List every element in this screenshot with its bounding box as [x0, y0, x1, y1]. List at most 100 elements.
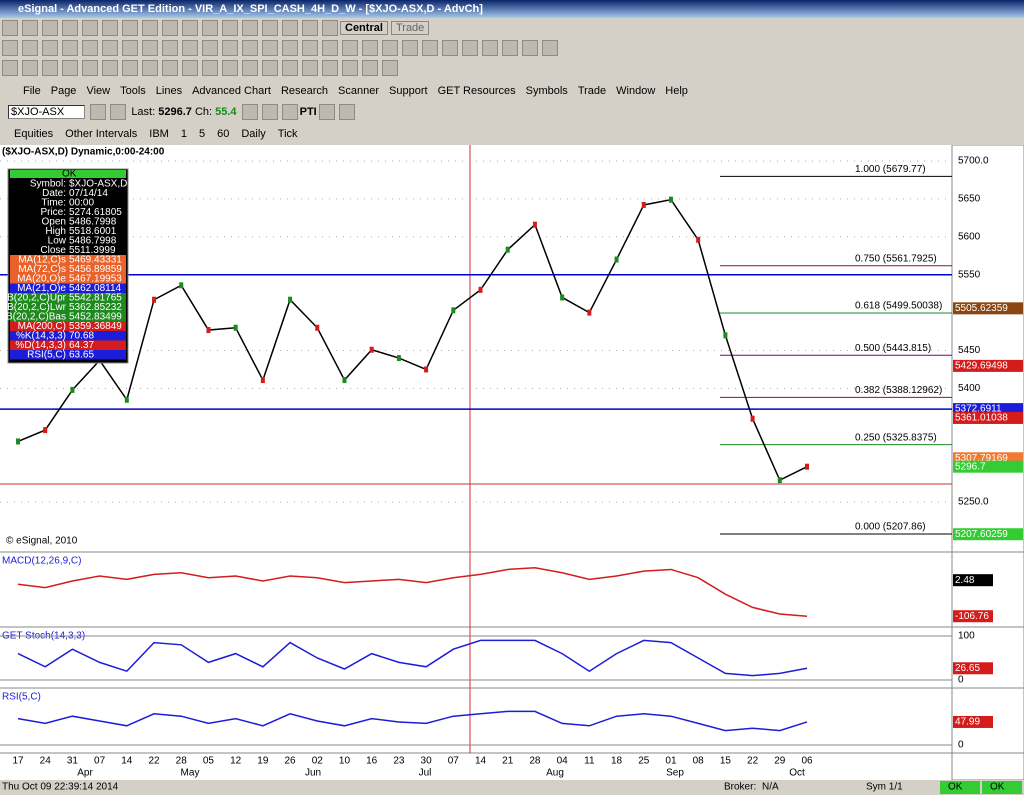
row-value: 5542.81765 — [69, 293, 122, 304]
trade-button[interactable]: Trade — [390, 20, 430, 35]
central-button[interactable]: Central — [340, 20, 388, 35]
menu-item[interactable]: GET Resources — [437, 85, 516, 97]
price-bar — [16, 438, 20, 445]
value-box — [953, 574, 993, 587]
pane-title: MACD(12,26,9,C) — [2, 556, 81, 567]
row-label: MA(12,C)s — [18, 255, 66, 266]
menu-item[interactable]: Tools — [120, 85, 146, 97]
status-bar — [0, 780, 1024, 795]
y-tick-label: 5600 — [958, 231, 981, 242]
price-bar — [288, 296, 293, 303]
row-label: BB(20,2,C)Lwr — [0, 302, 66, 313]
row-bg — [10, 302, 126, 312]
row-value: 63.65 — [69, 350, 94, 361]
price-marker-label: 5361.01038 — [955, 413, 1008, 424]
x-tick-label: 07 — [448, 756, 460, 767]
row-label: MA(72,C)s — [18, 264, 66, 275]
row-value: $XJO-ASX,D — [69, 179, 127, 190]
fib-label: 0.000 (5207.86) — [855, 522, 926, 533]
menu-item[interactable]: Symbols — [525, 85, 568, 97]
price-bar — [505, 246, 510, 253]
pane-title: RSI(5,C) — [2, 692, 41, 703]
toolbar-item[interactable]: 1 — [180, 128, 187, 140]
price-bar — [668, 196, 673, 203]
menu-item[interactable]: Research — [280, 85, 329, 97]
toolbar-item[interactable]: Other Intervals — [65, 128, 138, 140]
menu-item[interactable]: Lines — [155, 85, 183, 97]
menu-item[interactable]: Trade — [577, 85, 607, 97]
x-tick-label: 29 — [774, 756, 786, 767]
price-marker-label: 5307.79169 — [955, 453, 1008, 464]
menu-item[interactable]: Advanced Chart — [192, 85, 271, 97]
row-bg — [10, 274, 126, 284]
toolbar-item[interactable]: 60 — [217, 128, 230, 140]
price-bar — [750, 415, 755, 422]
last-value: 5296.7 — [158, 106, 192, 118]
toolbar-item[interactable]: Equities — [14, 128, 54, 140]
row-label: %D(14,3,3) — [15, 340, 66, 351]
x-tick-label: 16 — [366, 756, 378, 767]
menu-item[interactable]: File — [23, 85, 41, 97]
row-label: Low — [48, 236, 67, 247]
menu-item[interactable]: Help — [665, 85, 688, 97]
x-tick-label: 14 — [475, 756, 487, 767]
menu-item[interactable]: Scanner — [338, 85, 380, 97]
price-bar — [614, 256, 619, 263]
menu-item[interactable]: Window — [616, 85, 656, 97]
x-tick-label: 08 — [693, 756, 705, 767]
price-marker — [953, 460, 1023, 473]
toolbar-item[interactable]: IBM — [149, 128, 169, 140]
month-label: Aug — [546, 768, 564, 779]
row-label: Price: — [40, 207, 66, 218]
x-tick-label: 19 — [257, 756, 269, 767]
menu-item[interactable]: View — [86, 85, 111, 97]
x-tick-label: 25 — [638, 756, 650, 767]
x-tick-label: 30 — [421, 756, 433, 767]
row-bg — [10, 255, 126, 265]
toolbar-item[interactable]: Tick — [277, 128, 298, 140]
row-value: 5511.3999 — [69, 245, 116, 256]
fib-label: 1.000 (5679.77) — [855, 164, 926, 175]
title-bar: eSignal - Advanced GET Edition - VIR_A_I… — [0, 0, 1024, 18]
row-label: Date: — [42, 188, 66, 199]
row-label: MA(20,O)e — [17, 274, 66, 285]
menu-item[interactable]: Page — [50, 85, 77, 97]
price-bar — [124, 396, 129, 403]
symbol-input[interactable]: $XJO-ASX — [8, 105, 86, 119]
x-tick-label: 14 — [121, 756, 133, 767]
x-tick-label: 10 — [339, 756, 351, 767]
x-tick-label: 04 — [557, 756, 569, 767]
menu-item[interactable]: Support — [389, 85, 428, 97]
price-bar — [70, 386, 75, 393]
price-line — [17, 198, 808, 482]
ok-button — [10, 170, 126, 178]
fib-label: 0.750 (5561.7925) — [855, 253, 937, 264]
toolbar-item[interactable]: 5 — [198, 128, 206, 140]
row-value: 5486.7998 — [69, 236, 117, 247]
row-bg — [10, 340, 126, 350]
price-marker — [953, 411, 1023, 424]
x-tick-label: 22 — [747, 756, 759, 767]
toolbars: Central Trade — [0, 18, 1024, 80]
month-label: Oct — [789, 768, 805, 779]
ok-box — [982, 781, 1022, 794]
price-marker — [953, 302, 1023, 315]
chart-window: ($XJO-ASX,D) Dynamic,0:00-24:00 © eSigna… — [0, 145, 1024, 795]
x-tick-label: 26 — [285, 756, 297, 767]
value-label: 2.48 — [955, 575, 975, 586]
price-marker-label: 5429.69498 — [955, 361, 1008, 372]
toolbar-item[interactable]: Daily — [241, 128, 266, 140]
price-bar — [43, 427, 48, 434]
y-tick-label: 0 — [958, 675, 964, 686]
row-label: Close — [40, 245, 66, 256]
price-bar — [641, 201, 646, 208]
price-bar — [805, 463, 809, 470]
ch-label: Ch: — [194, 106, 213, 118]
x-tick-label: 22 — [148, 756, 160, 767]
row-bg — [10, 264, 126, 274]
pti-button[interactable]: PTI — [299, 106, 317, 118]
x-tick-label: 31 — [67, 756, 79, 767]
month-label: Apr — [77, 768, 93, 779]
price-marker-label: 5372.6911 — [955, 404, 1002, 415]
row-bg — [10, 312, 126, 322]
